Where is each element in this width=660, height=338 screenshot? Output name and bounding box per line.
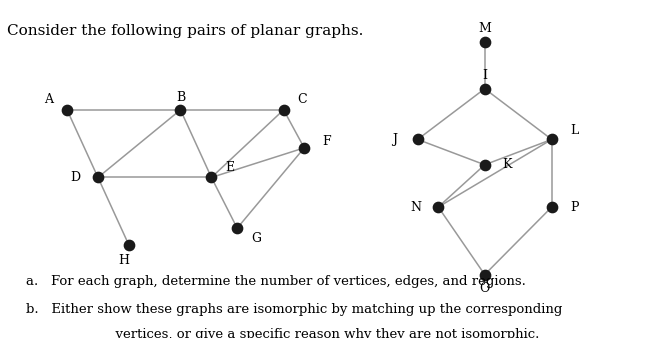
Text: L: L bbox=[570, 124, 579, 138]
Text: A: A bbox=[44, 93, 53, 106]
Point bbox=[279, 107, 289, 113]
Text: P: P bbox=[570, 200, 579, 214]
Point bbox=[479, 162, 490, 167]
Text: E: E bbox=[226, 161, 234, 174]
Text: F: F bbox=[323, 135, 331, 148]
Text: B: B bbox=[176, 91, 185, 104]
Point bbox=[175, 107, 185, 113]
Text: I: I bbox=[482, 69, 487, 82]
Text: H: H bbox=[118, 254, 129, 267]
Point bbox=[299, 145, 310, 150]
Point bbox=[62, 107, 73, 113]
Text: D: D bbox=[70, 171, 81, 184]
Point bbox=[433, 204, 444, 210]
Point bbox=[232, 225, 242, 231]
Text: vertices, or give a specific reason why they are not isomorphic.: vertices, or give a specific reason why … bbox=[73, 328, 539, 338]
Point bbox=[479, 40, 490, 45]
Point bbox=[546, 137, 557, 142]
Point bbox=[206, 175, 216, 180]
Text: a.   For each graph, determine the number of vertices, edges, and regions.: a. For each graph, determine the number … bbox=[26, 275, 526, 288]
Point bbox=[123, 242, 134, 248]
Text: C: C bbox=[298, 93, 307, 106]
Text: b.   Either show these graphs are isomorphic by matching up the corresponding: b. Either show these graphs are isomorph… bbox=[26, 303, 563, 315]
Point bbox=[92, 175, 103, 180]
Text: J: J bbox=[393, 133, 397, 146]
Text: M: M bbox=[478, 22, 491, 35]
Text: Consider the following pairs of planar graphs.: Consider the following pairs of planar g… bbox=[7, 24, 363, 38]
Point bbox=[479, 272, 490, 277]
Text: O: O bbox=[480, 282, 490, 295]
Point bbox=[546, 204, 557, 210]
Point bbox=[479, 86, 490, 91]
Point bbox=[412, 137, 423, 142]
Text: N: N bbox=[410, 200, 421, 214]
Text: K: K bbox=[503, 158, 512, 171]
Text: G: G bbox=[251, 232, 261, 245]
